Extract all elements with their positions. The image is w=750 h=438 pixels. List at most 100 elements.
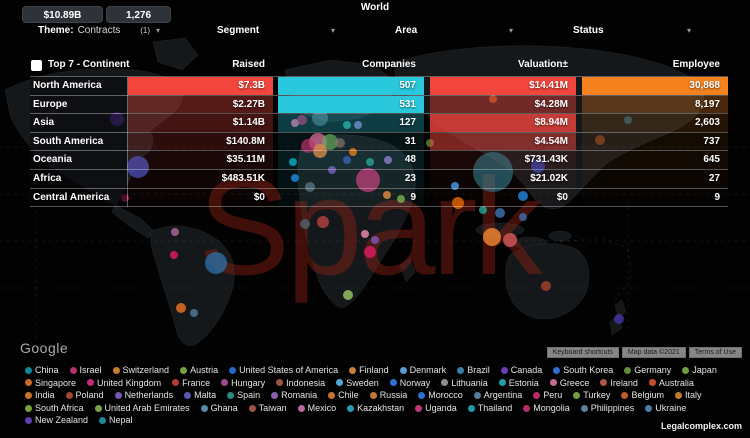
legend-country-item[interactable]: Lithuania [441,377,488,390]
column-header-companies[interactable]: Companies [362,59,416,70]
legend-country-label: Austria [190,365,219,375]
legend-country-item[interactable]: South Korea [553,364,613,377]
legend-country-item[interactable]: United Kingdom [87,377,161,390]
legend-color-dot [25,404,32,412]
raised-cell: $140.8M [128,132,273,151]
legend-country-item[interactable]: Singapore [25,377,76,390]
legend-country-item[interactable]: Ireland [600,377,638,390]
central-america-shape [111,204,156,239]
legend-color-dot [621,391,629,399]
legend-country-item[interactable]: Poland [65,389,104,402]
legend-country-item[interactable]: Ghana [200,402,238,415]
legend-color-dot [248,404,256,412]
companies-cell: 23 [278,169,424,188]
legend-country-item[interactable]: Morocco [418,389,463,402]
legend-country-item[interactable]: Malta [184,389,216,402]
legend-country-item[interactable]: Turkey [573,389,610,402]
legend-country-item[interactable]: India [25,389,55,402]
valuation-cell: $4.54M [430,132,576,151]
legend-country-label: Italy [684,390,702,401]
legend-country-item[interactable]: Netherlands [114,389,174,402]
table-row[interactable]: North America $7.3B 507 $14.41M 30,868 [30,77,728,96]
column-header-continent[interactable]: Top 7 - Continent [48,59,130,70]
chevron-down-icon: ▾ [686,26,691,35]
table-row[interactable]: Asia $1.14B 127 $8.94M 2,603 [30,114,728,133]
greenland-shape [152,37,199,71]
legend-country-item[interactable]: United States of America [229,364,338,377]
legend-country-label: South Korea [563,365,614,375]
legend-color-dot [369,391,377,399]
legend-country-item[interactable]: Peru [533,389,562,402]
legend-country-label: Kazakhstan [357,402,405,413]
companies-total-badge[interactable]: 1,276 [106,6,171,23]
legend-country-item[interactable]: Indonesia [276,377,325,390]
legend-country-item[interactable]: Mongolia [523,402,570,415]
legend-country-item[interactable]: South Africa [25,402,84,415]
legend-country-item[interactable]: Chile [328,389,359,402]
theme-filter[interactable]: Theme: Contracts (1) ▾ [38,25,160,36]
legend-country-label: Netherlands [124,390,174,401]
employee-cell: 645 [582,151,728,169]
legend-country-item[interactable]: France [172,377,210,390]
legend-country-item[interactable]: Norway [389,377,431,390]
table-row[interactable]: Africa $483.51K 23 $21.02K 27 [30,169,728,189]
theme-value: Contracts [77,25,121,36]
legend-country-item[interactable]: Denmark [399,364,446,377]
legend-country-item[interactable]: Brazil [457,364,490,377]
column-header-raised[interactable]: Raised [232,59,265,70]
legend-color-dot [69,366,77,374]
column-header-employee[interactable]: Employee [672,59,720,70]
legend-country-item[interactable]: Ukraine [645,402,686,415]
legend-country-item[interactable]: Uganda [415,402,457,415]
employee-cell: 737 [582,132,728,151]
legend-country-item[interactable]: Thailand [467,402,512,415]
legend-country-item[interactable]: Hungary [221,377,265,390]
legend-country-item[interactable]: Mexico [297,402,336,415]
legend-color-dot [399,366,407,374]
legend-country-item[interactable]: Argentina [473,389,522,402]
legend-country-label: Sweden [346,377,379,388]
status-filter[interactable]: Status ▾ [573,25,691,36]
area-filter[interactable]: Area ▾ [395,25,513,36]
africa-shape [297,134,416,309]
legend-country-item[interactable]: United Arab Emirates [94,402,190,415]
legend-country-item[interactable]: Sweden [336,377,379,390]
legend-color-dot [99,417,107,425]
legend-color-dot [229,366,237,374]
legend-country-item[interactable]: Belgium [621,389,664,402]
legend-country-item[interactable]: Austria [180,364,218,377]
google-logo[interactable]: Google [20,340,69,356]
legend-country-item[interactable]: Japan [682,364,717,377]
legend-country-item[interactable]: Russia [369,389,407,402]
legend-country-item[interactable]: Romania [271,389,317,402]
legend-country-item[interactable]: Estonia [498,377,539,390]
legend-color-dot [227,391,235,399]
legend-country-item[interactable]: Germany [624,364,671,377]
legend-country-item[interactable]: Australia [648,377,694,390]
legend-country-item[interactable]: New Zealand [25,414,88,427]
table-row[interactable]: Central America $0 9 $0 9 [30,188,728,208]
legend-country-item[interactable]: China [25,364,59,377]
legend-country-item[interactable]: Canada [500,364,542,377]
legend-country-item[interactable]: Nepal [99,414,133,427]
terms-of-use-link[interactable]: Terms of Use [688,347,742,358]
keyboard-shortcuts-link[interactable]: Keyboard shortcuts [546,347,619,358]
raised-total-badge[interactable]: $10.89B [22,6,103,23]
table-row[interactable]: Oceania $35.11M 48 $731.43K 645 [30,151,728,170]
table-row[interactable]: Europe $2.27B 531 $4.28M 8,197 [30,95,728,115]
legend-country-item[interactable]: Finland [349,364,389,377]
legend-country-item[interactable]: Greece [549,377,589,390]
legend-country-item[interactable]: Taiwan [248,402,287,415]
table-row[interactable]: South America $140.8M 31 $4.54M 737 [30,132,728,152]
legend-country-item[interactable]: Israel [69,364,102,377]
column-header-valuation[interactable]: Valuation± [518,59,568,70]
legend-country-item[interactable]: Kazakhstan [347,402,404,415]
legend-color-dot [441,379,449,387]
legend-country-item[interactable]: Switzerland [112,364,169,377]
legend-country-label: Norway [399,377,431,388]
select-all-checkbox[interactable] [31,60,42,71]
legend-country-item[interactable]: Italy [674,389,702,402]
legend-country-item[interactable]: Philippines [580,402,634,415]
legend-country-item[interactable]: Spain [227,389,260,402]
segment-filter[interactable]: Segment ▾ [217,25,335,36]
